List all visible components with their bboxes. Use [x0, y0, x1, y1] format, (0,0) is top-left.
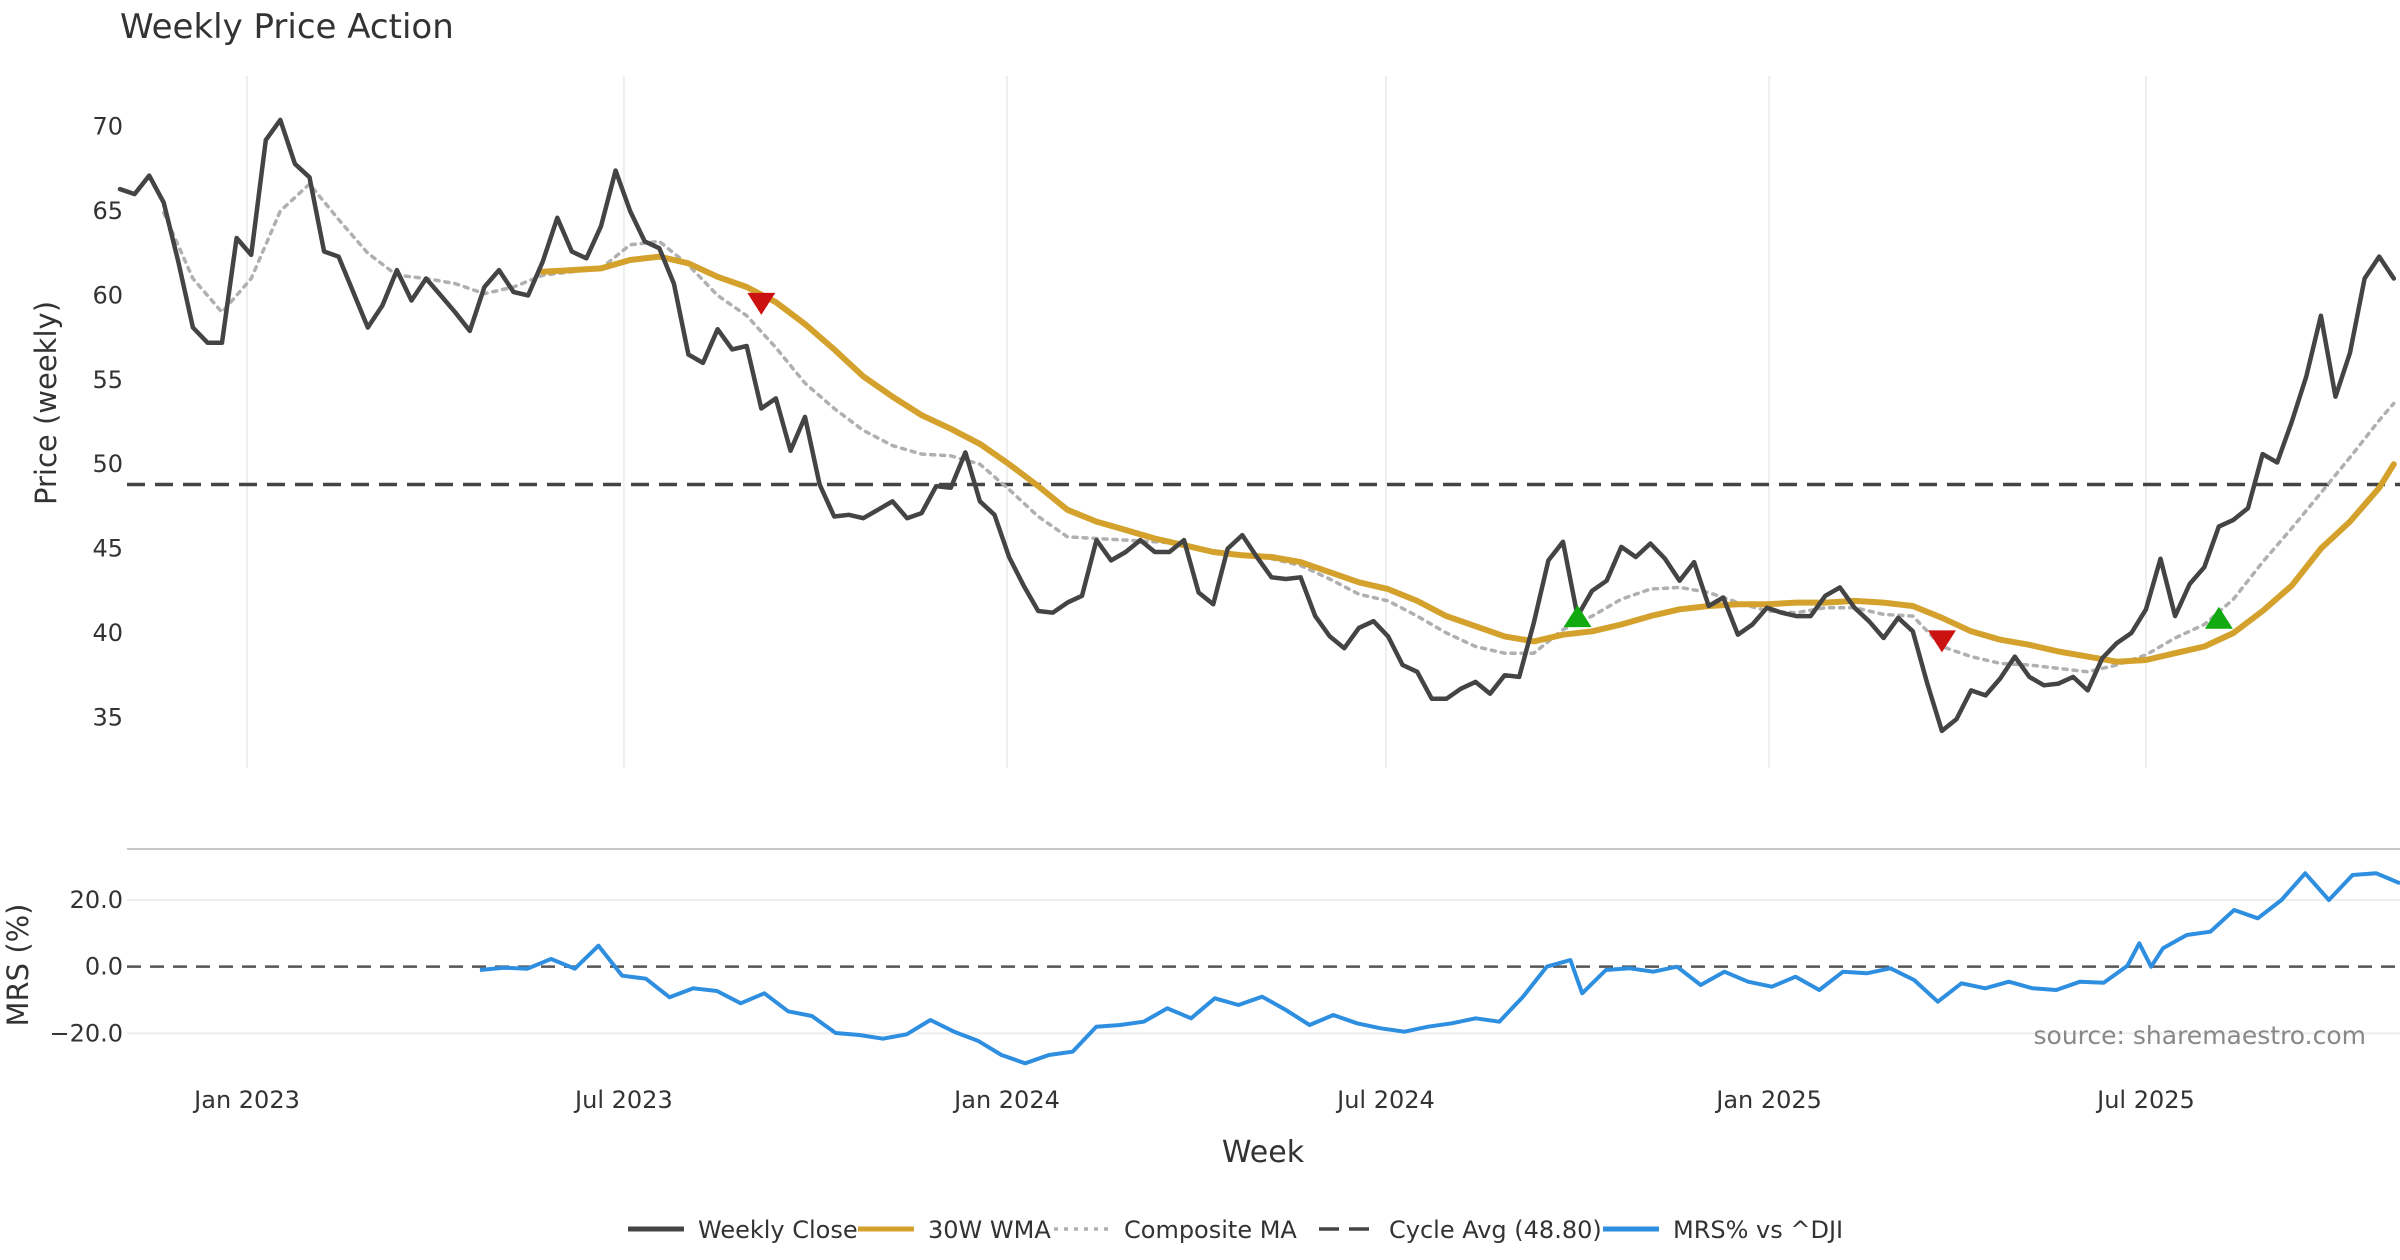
price-y-ticks: 35 40 45 50 55 60 65 70 — [92, 113, 123, 732]
30w-wma-line — [539, 253, 2397, 665]
price-y-tick-label: 65 — [92, 197, 123, 225]
x-tick-label: Jul 2025 — [2095, 1086, 2195, 1114]
price-y-tick-label: 70 — [92, 113, 123, 141]
mrs-y-tick-label: −20.0 — [49, 1019, 123, 1047]
legend-label: MRS% vs ^DJI — [1673, 1216, 1843, 1244]
mrs-y-tick-label: 0.0 — [85, 953, 123, 981]
buy-signal-marker — [1563, 605, 1592, 628]
price-y-tick-label: 50 — [92, 450, 123, 478]
mrs-series — [479, 871, 2400, 1066]
signal-markers — [747, 292, 2233, 653]
legend-label: Weekly Close — [698, 1216, 858, 1244]
source-note: source: sharemaestro.com — [2034, 1021, 2367, 1050]
price-y-tick-label: 60 — [92, 281, 123, 309]
price-series — [117, 117, 2400, 734]
legend-label: 30W WMA — [928, 1216, 1051, 1244]
x-tick-label: Jan 2024 — [952, 1086, 1060, 1114]
sell-signal-marker — [747, 292, 776, 315]
price-y-tick-label: 40 — [92, 619, 123, 647]
legend-label: Composite MA — [1124, 1216, 1297, 1244]
sell-signal-marker — [1927, 630, 1956, 653]
price-y-tick-label: 45 — [92, 535, 123, 563]
x-tick-label: Jan 2023 — [192, 1086, 300, 1114]
x-tick-label: Jul 2023 — [573, 1086, 673, 1114]
price-y-axis-label: Price (weekly) — [29, 301, 63, 505]
legend-label: Cycle Avg (48.80) — [1389, 1216, 1602, 1244]
legend: Weekly Close 30W WMA Composite MA Cycle Avg… — [628, 1216, 1843, 1244]
price-y-tick-label: 55 — [92, 366, 123, 394]
x-axis-label: Week — [1222, 1135, 1305, 1170]
weekly-close-line — [117, 117, 2397, 734]
mrs-y-tick-label: 20.0 — [70, 886, 123, 914]
mrs-line — [479, 871, 2400, 1066]
price-y-tick-label: 35 — [92, 703, 123, 731]
x-tick-label: Jan 2025 — [1714, 1086, 1822, 1114]
buy-signal-marker — [2204, 606, 2233, 629]
x-tick-label: Jul 2024 — [1335, 1086, 1435, 1114]
mrs-y-axis-label: MRS (%) — [1, 904, 35, 1027]
x-ticks: Jan 2023 Jul 2023 Jan 2024 Jul 2024 Jan 2025… — [192, 1086, 2195, 1114]
chart-title: Weekly Price Action — [120, 7, 454, 47]
mrs-y-ticks: −20.0 0.0 20.0 — [49, 886, 123, 1047]
